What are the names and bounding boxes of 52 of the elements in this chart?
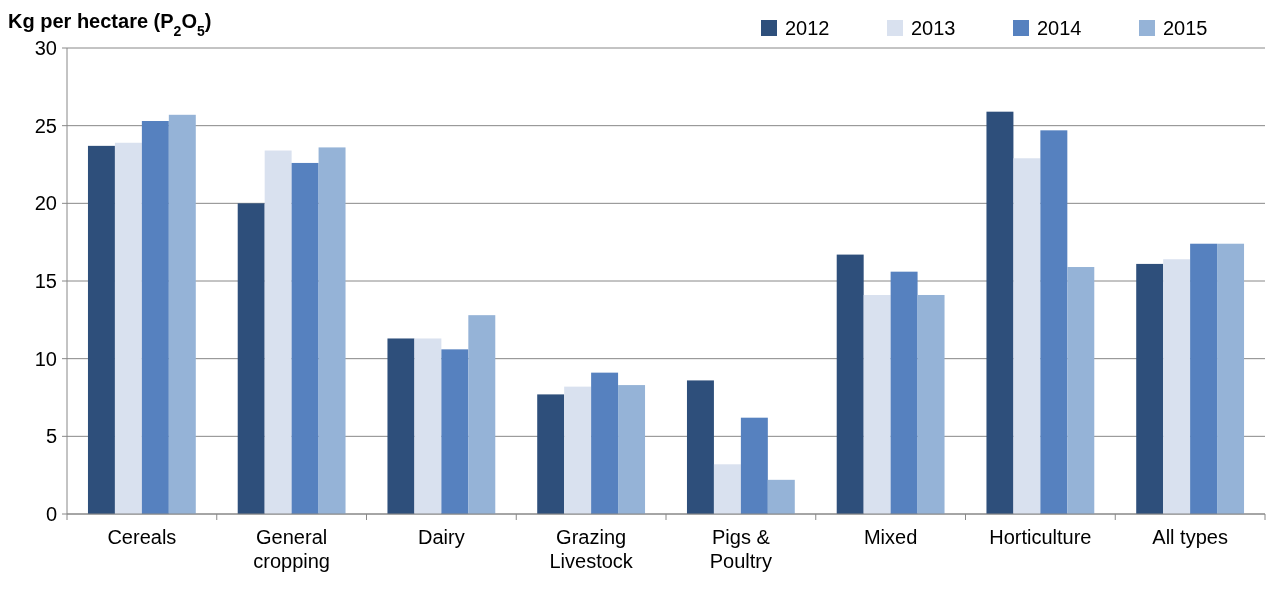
bar	[114, 142, 142, 514]
x-tick-label: All types	[1152, 526, 1228, 548]
bar	[87, 145, 115, 514]
bar	[618, 385, 646, 514]
legend-label: 2014	[1037, 17, 1082, 39]
bar	[686, 380, 714, 514]
bar	[441, 349, 469, 514]
x-tick-label: Grazing Livestock	[549, 526, 634, 572]
x-tick-label: Cereals	[107, 526, 177, 548]
bar	[168, 114, 196, 514]
y-tick-label: 10	[34, 347, 57, 370]
bar	[291, 162, 319, 514]
bar	[767, 479, 795, 514]
y-tick-label: 30	[34, 37, 57, 59]
bar	[1163, 259, 1191, 514]
y-axis-title: Kg per hectare (P$_{2}$O$_{5}$)	[8, 10, 212, 39]
bar	[890, 271, 918, 514]
x-tick-label: Horticulture	[989, 526, 1092, 548]
bar	[1013, 158, 1041, 514]
bar	[986, 111, 1014, 514]
bar	[1067, 267, 1095, 514]
legend-label: 2015	[1163, 17, 1208, 39]
bar	[1040, 130, 1068, 514]
x-tick-label: Dairy	[418, 526, 465, 548]
bar	[564, 386, 592, 514]
bar	[237, 203, 265, 514]
bar	[836, 254, 864, 514]
bar	[387, 338, 415, 514]
bar	[414, 338, 442, 514]
y-tick-label: 0	[45, 503, 57, 525]
x-tick-label: General cropping	[253, 526, 330, 572]
x-tick-label: Mixed	[863, 526, 918, 548]
bar	[537, 394, 565, 514]
y-tick-label: 15	[34, 270, 57, 292]
bar	[740, 417, 768, 514]
y-tick-label: 25	[34, 114, 57, 137]
x-tick-label: Pigs & Poultry	[709, 526, 772, 572]
legend-label: 2013	[911, 17, 956, 39]
legend-label: 2012	[785, 17, 830, 39]
bar	[591, 372, 619, 514]
bar	[468, 315, 496, 514]
bar	[863, 294, 891, 514]
bar	[917, 294, 945, 514]
bar	[713, 464, 741, 514]
bar	[264, 150, 292, 514]
bar	[1136, 263, 1164, 514]
bar	[318, 147, 346, 514]
bar	[1190, 243, 1218, 514]
bar	[141, 121, 169, 514]
y-tick-label: 5	[45, 425, 57, 448]
y-tick-label: 20	[34, 192, 57, 215]
bar	[1217, 243, 1245, 514]
